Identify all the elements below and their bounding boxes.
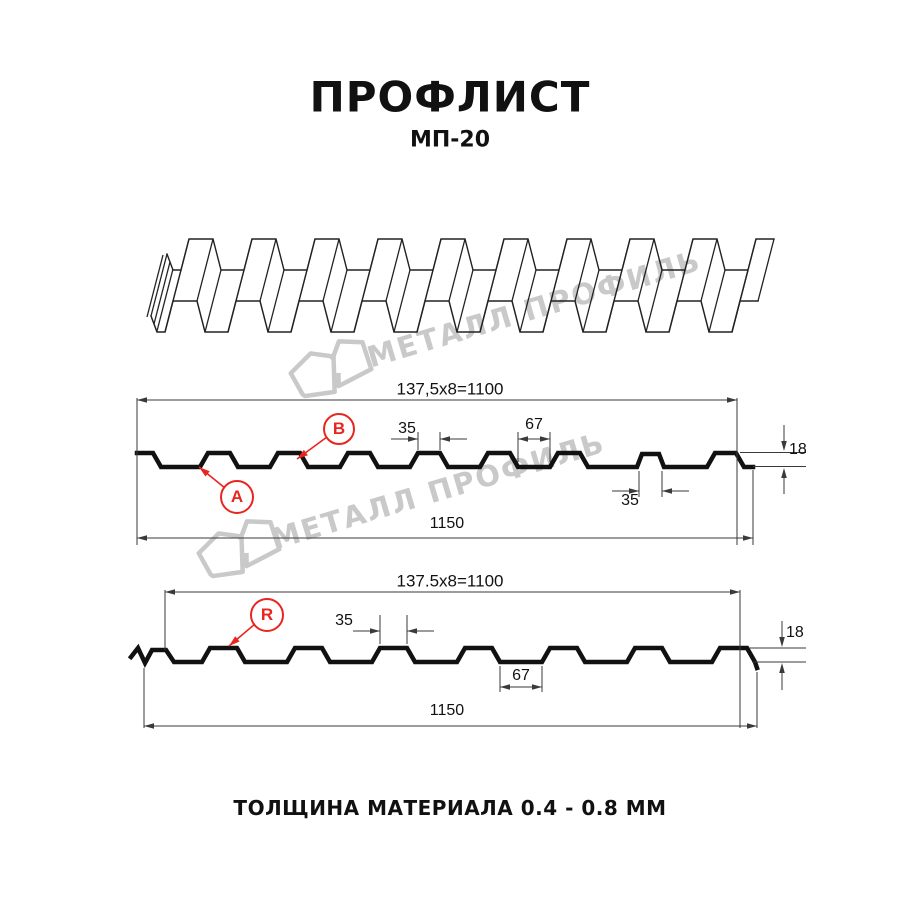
material-thickness-note: ТОЛЩИНА МАТЕРИАЛА 0.4 - 0.8 ММ	[233, 796, 667, 820]
dim-profile-height-2: 18	[786, 624, 804, 641]
callout-a: A	[220, 480, 254, 514]
callout-b: B	[323, 413, 355, 445]
page-title: ПРОФЛИСТ	[309, 72, 591, 122]
dim-valley-width-2: 67	[512, 667, 530, 684]
brand-logo-icon	[288, 339, 374, 399]
callout-a-letter: A	[230, 487, 244, 506]
dim-groove-width-1: 35	[621, 492, 639, 509]
dim-full-width-1: 1150	[429, 515, 465, 532]
callout-b-letter: B	[332, 419, 346, 438]
callout-r: R	[250, 598, 284, 632]
dim-cover-width-2: 137.5x8=1100	[396, 571, 504, 591]
dim-full-width-2: 1150	[429, 702, 465, 719]
callout-r-letter: R	[260, 605, 274, 624]
brand-logo-icon	[196, 519, 282, 579]
dim-rib-top-width-1: 35	[398, 420, 416, 437]
profile-model: МП-20	[409, 127, 491, 153]
dim-valley-width-1: 67	[525, 416, 543, 433]
dim-cover-width-1: 137,5x8=1100	[396, 379, 504, 399]
dim-profile-height-1: 18	[789, 441, 807, 458]
dim-rib-top-width-2: 35	[335, 612, 353, 629]
